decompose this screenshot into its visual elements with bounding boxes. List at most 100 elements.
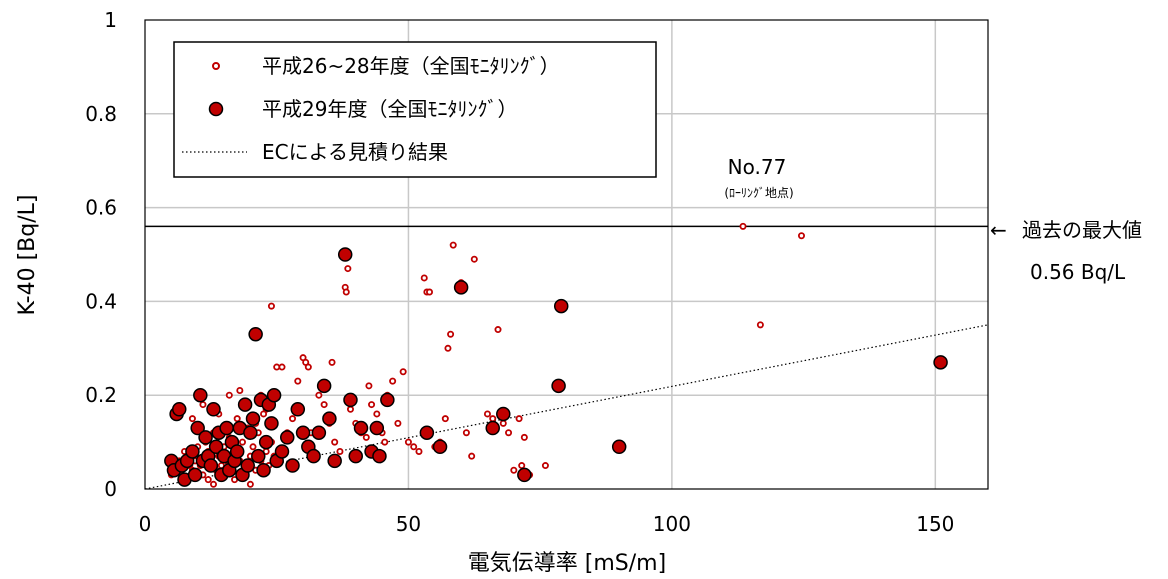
point-2014-2016 (394, 419, 402, 427)
point-2017 (237, 397, 253, 412)
point-2014-2016 (404, 438, 412, 446)
annotation-rolling-site: (ﾛｰﾘﾝｸﾞ地点) (724, 186, 793, 200)
plot-area (144, 19, 989, 490)
point-2014-2016 (470, 255, 478, 263)
point-2017 (295, 425, 311, 440)
point-2014-2016 (199, 401, 207, 409)
point-2014-2016 (249, 443, 257, 451)
point-2017 (306, 448, 321, 464)
point-2014-2016 (328, 358, 336, 366)
point-2017 (553, 298, 569, 314)
point-2017 (185, 444, 200, 459)
point-2017 (285, 458, 300, 473)
x-tick-label: 0 (139, 512, 152, 536)
point-2017 (240, 458, 255, 473)
point-2014-2016 (188, 415, 196, 423)
legend-label-2: 平成29年度（全国ﾓﾆﾀﾘﾝｸﾞ） (262, 97, 517, 121)
point-2014-2016 (362, 433, 370, 441)
point-2014-2016 (315, 391, 323, 399)
x-tick-label: 100 (653, 512, 691, 536)
point-2014-2016 (389, 377, 397, 385)
point-2017 (369, 420, 385, 436)
y-tick-label: 0.2 (85, 383, 117, 407)
point-2017 (219, 420, 234, 436)
point-2014-2016 (462, 429, 470, 437)
point-2017 (198, 430, 213, 445)
legend-box (173, 41, 657, 178)
point-2014-2016 (233, 415, 241, 423)
y-tick-label: 0 (104, 477, 117, 501)
point-2014-2016 (415, 447, 423, 455)
axis-ticks: 0 50 100 150 0 0.2 0.4 0.6 0.8 1 (85, 8, 954, 536)
point-2017 (316, 378, 332, 394)
point-2014-2016 (320, 401, 328, 409)
point-2014-2016 (225, 391, 233, 399)
point-2017 (348, 448, 363, 464)
point-2017 (551, 378, 566, 394)
legend-marker-large (208, 101, 224, 117)
y-tick-label: 1 (104, 8, 117, 32)
point-2017 (343, 392, 358, 408)
point-2017 (256, 462, 271, 478)
point-2014-2016 (209, 480, 217, 488)
x-tick-label: 150 (916, 512, 954, 536)
point-2017 (380, 392, 395, 408)
legend-label-1: 平成26~28年度（全国ﾓﾆﾀﾘﾝｸﾞ） (262, 54, 560, 78)
point-2014-2016 (756, 321, 764, 329)
legend: 平成26~28年度（全国ﾓﾆﾀﾘﾝｸﾞ） 平成29年度（全国ﾓﾆﾀﾘﾝｸﾞ） E… (173, 41, 657, 178)
point-2014-2016 (365, 382, 373, 390)
point-2014-2016 (520, 433, 528, 441)
point-2014-2016 (336, 447, 344, 455)
point-2014-2016 (278, 363, 286, 371)
annotation-no77: No.77 (728, 155, 787, 179)
point-2014-2016 (399, 368, 407, 376)
point-2017 (203, 458, 219, 473)
point-2014-2016 (444, 344, 452, 352)
y-tick-label: 0.8 (85, 102, 117, 126)
point-2014-2016 (304, 363, 312, 371)
point-2014-2016 (518, 462, 526, 470)
point-2014-2016 (381, 438, 389, 446)
legend-label-3: ECによる見積り結果 (262, 140, 448, 164)
point-2014-2016 (238, 438, 246, 446)
point-2017 (248, 326, 263, 342)
point-2017 (243, 425, 258, 440)
point-2017 (171, 402, 187, 417)
point-2017 (290, 402, 306, 417)
point-2014-2016 (510, 466, 518, 474)
point-2014-2016 (447, 330, 455, 338)
point-2014-2016 (342, 288, 350, 296)
point-2017 (337, 247, 353, 262)
legend-marker-small (212, 62, 220, 70)
point-2017 (274, 444, 290, 459)
point-2014-2016 (541, 462, 549, 470)
point-2014-2016 (410, 443, 418, 451)
x-tick-label: 50 (396, 512, 421, 536)
point-2014-2016 (420, 274, 428, 282)
x-axis-label: 電気伝導率 [mS/m] (468, 551, 666, 576)
point-2017 (432, 439, 448, 455)
point-2014-2016 (483, 410, 491, 418)
point-2017 (353, 420, 369, 436)
point-2017 (280, 430, 295, 445)
reference-arrow: ← (990, 218, 1007, 242)
point-2014-2016 (346, 405, 354, 413)
point-2017 (517, 467, 532, 483)
point-2017 (419, 425, 435, 440)
point-2014-2016 (204, 476, 212, 484)
point-2014-2016 (499, 419, 507, 427)
point-2014-2016 (289, 415, 297, 423)
point-2017 (453, 280, 469, 295)
point-2017 (311, 425, 327, 440)
point-2014-2016 (368, 401, 376, 409)
point-2014-2016 (294, 377, 302, 385)
point-2014-2016 (267, 302, 275, 310)
point-2017 (206, 402, 221, 417)
point-2017 (322, 411, 337, 426)
point-2014-2016 (344, 265, 352, 273)
point-2014-2016 (373, 410, 381, 418)
point-2014-2016 (426, 288, 434, 296)
point-2014-2016 (515, 415, 523, 423)
reference-label: 過去の最大値 (1022, 218, 1142, 242)
point-2017 (266, 387, 282, 403)
